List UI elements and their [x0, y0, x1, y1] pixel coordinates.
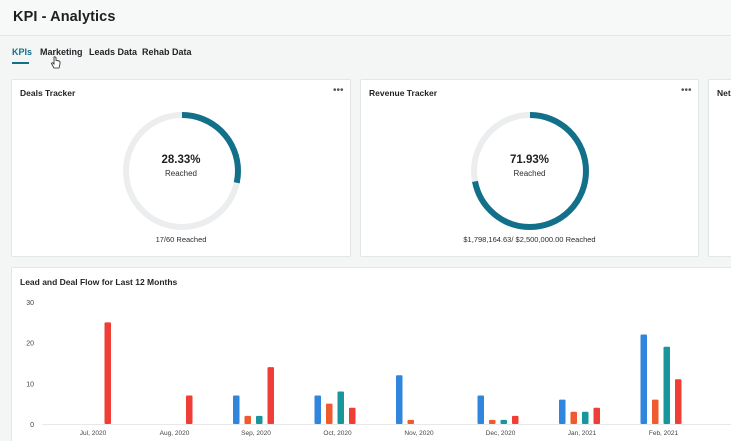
bar [675, 379, 682, 424]
bar [640, 334, 647, 424]
bar [663, 346, 670, 424]
bar [396, 375, 403, 424]
x-tick-label: Aug, 2020 [160, 430, 190, 437]
x-tick-label: Nov, 2020 [404, 430, 434, 437]
bar [349, 407, 356, 424]
card-title: Revenue Tracker [369, 88, 438, 98]
bar [512, 415, 519, 424]
card-title: Net [717, 88, 731, 98]
y-tick-label: 30 [26, 300, 34, 307]
revenue-progress-arc [471, 112, 589, 230]
bar [337, 391, 344, 424]
bar [326, 403, 333, 424]
x-tick-label: Dec, 2020 [486, 430, 516, 437]
card-title: Deals Tracker [20, 88, 76, 98]
bar [267, 367, 274, 424]
bar [244, 415, 251, 424]
tab-kpis[interactable]: KPIs [12, 47, 33, 57]
x-tick-label: Oct, 2020 [323, 430, 352, 437]
tab-leads-data[interactable]: Leads Data [89, 47, 138, 57]
bar [582, 411, 589, 424]
chart-title: Lead and Deal Flow for Last 12 Months [20, 277, 178, 287]
deals-progress-ring [123, 112, 241, 230]
bar [570, 411, 577, 424]
y-tick-label: 20 [26, 341, 34, 348]
active-tab-indicator [12, 62, 29, 64]
page-title: KPI - Analytics [13, 9, 116, 25]
tab-bar: KPIs Marketing Leads Data Rehab Data [0, 36, 731, 66]
y-tick-label: 10 [26, 381, 34, 388]
deals-progress-arc [123, 112, 241, 230]
x-tick-label: Jan, 2021 [568, 430, 597, 437]
bar [500, 419, 507, 424]
lead-deal-flow-card: Lead and Deal Flow for Last 12 Months 0 1… [11, 267, 731, 441]
more-horizontal-icon[interactable]: ••• [681, 85, 692, 96]
bar [233, 395, 240, 424]
bar [652, 399, 659, 424]
x-tick-label: Feb, 2021 [649, 430, 679, 437]
bar [104, 322, 111, 424]
deals-footer: 17/60 Reached [155, 235, 207, 244]
x-tick-label: Jul, 2020 [80, 430, 107, 437]
tab-marketing[interactable]: Marketing [40, 47, 83, 57]
deals-percent: 28.33% [161, 154, 201, 166]
more-horizontal-icon[interactable]: ••• [333, 85, 344, 96]
y-tick-label: 0 [30, 422, 34, 429]
revenue-percent: 71.93% [509, 154, 549, 166]
revenue-progress-ring [471, 112, 589, 230]
bar [186, 395, 193, 424]
revenue-tracker-card: Revenue Tracker ••• 71.93% Reached $1,79… [360, 79, 699, 257]
bar [559, 399, 566, 424]
page-header: KPI - Analytics [0, 0, 731, 36]
net-card: Net [708, 79, 731, 257]
deals-tracker-card: Deals Tracker ••• 28.33% Reached 17/60 R… [11, 79, 351, 257]
bar [593, 407, 600, 424]
bar [477, 395, 484, 424]
bar [407, 419, 414, 424]
revenue-reached-label: Reached [513, 169, 546, 178]
hand-pointer-icon [51, 56, 61, 69]
tab-rehab-data[interactable]: Rehab Data [142, 47, 192, 57]
bar [314, 395, 321, 424]
revenue-footer: $1,798,164.63/ $2,500,000.00 Reached [463, 235, 596, 244]
deals-reached-label: Reached [164, 169, 198, 178]
lead-deal-flow-chart: 0 10 20 30 Jul, 2020 Aug, 2020 Sep, 2020 Oct, 2… [26, 300, 731, 437]
x-tick-label: Sep, 2020 [241, 430, 271, 437]
bar [489, 419, 496, 424]
bar [256, 415, 263, 424]
